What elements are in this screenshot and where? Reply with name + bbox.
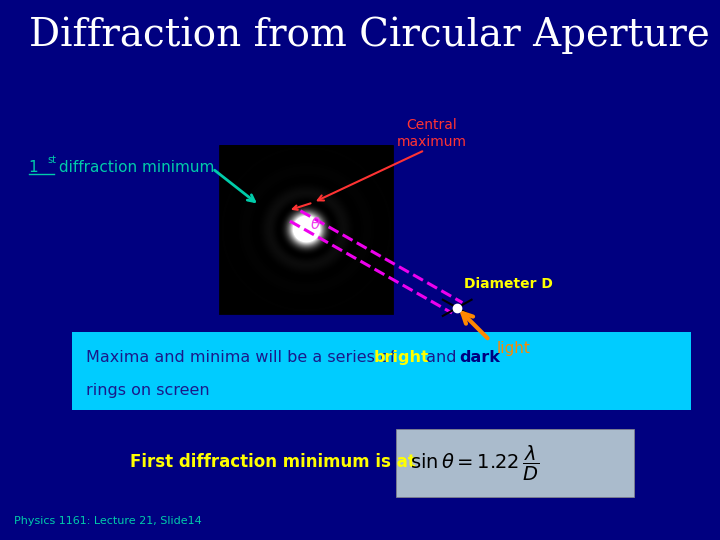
Text: Maxima and minima will be a series of: Maxima and minima will be a series of [86,350,401,364]
Text: bright: bright [374,350,429,364]
Text: Diameter D: Diameter D [464,276,553,291]
Text: 1: 1 [29,160,38,175]
Text: rings on screen: rings on screen [86,383,210,399]
Text: Diffraction from Circular Aperture: Diffraction from Circular Aperture [29,16,710,53]
Text: Central
maximum: Central maximum [397,118,467,149]
Text: st: st [48,156,57,165]
Text: Physics 1161: Lecture 21, Slide14: Physics 1161: Lecture 21, Slide14 [14,516,202,526]
Text: dark: dark [459,350,500,364]
Bar [220,146,392,313]
Text: First diffraction minimum is at: First diffraction minimum is at [130,453,415,471]
Text: $\sin\theta = 1.22\,\dfrac{\lambda}{D}$: $\sin\theta = 1.22\,\dfrac{\lambda}{D}$ [410,443,540,483]
Text: diffraction minimum: diffraction minimum [54,160,215,175]
Text: light: light [497,341,531,356]
Text: $\theta$: $\theta$ [310,216,320,232]
Text: and: and [421,350,462,364]
FancyBboxPatch shape [396,429,634,497]
FancyBboxPatch shape [72,332,691,410]
